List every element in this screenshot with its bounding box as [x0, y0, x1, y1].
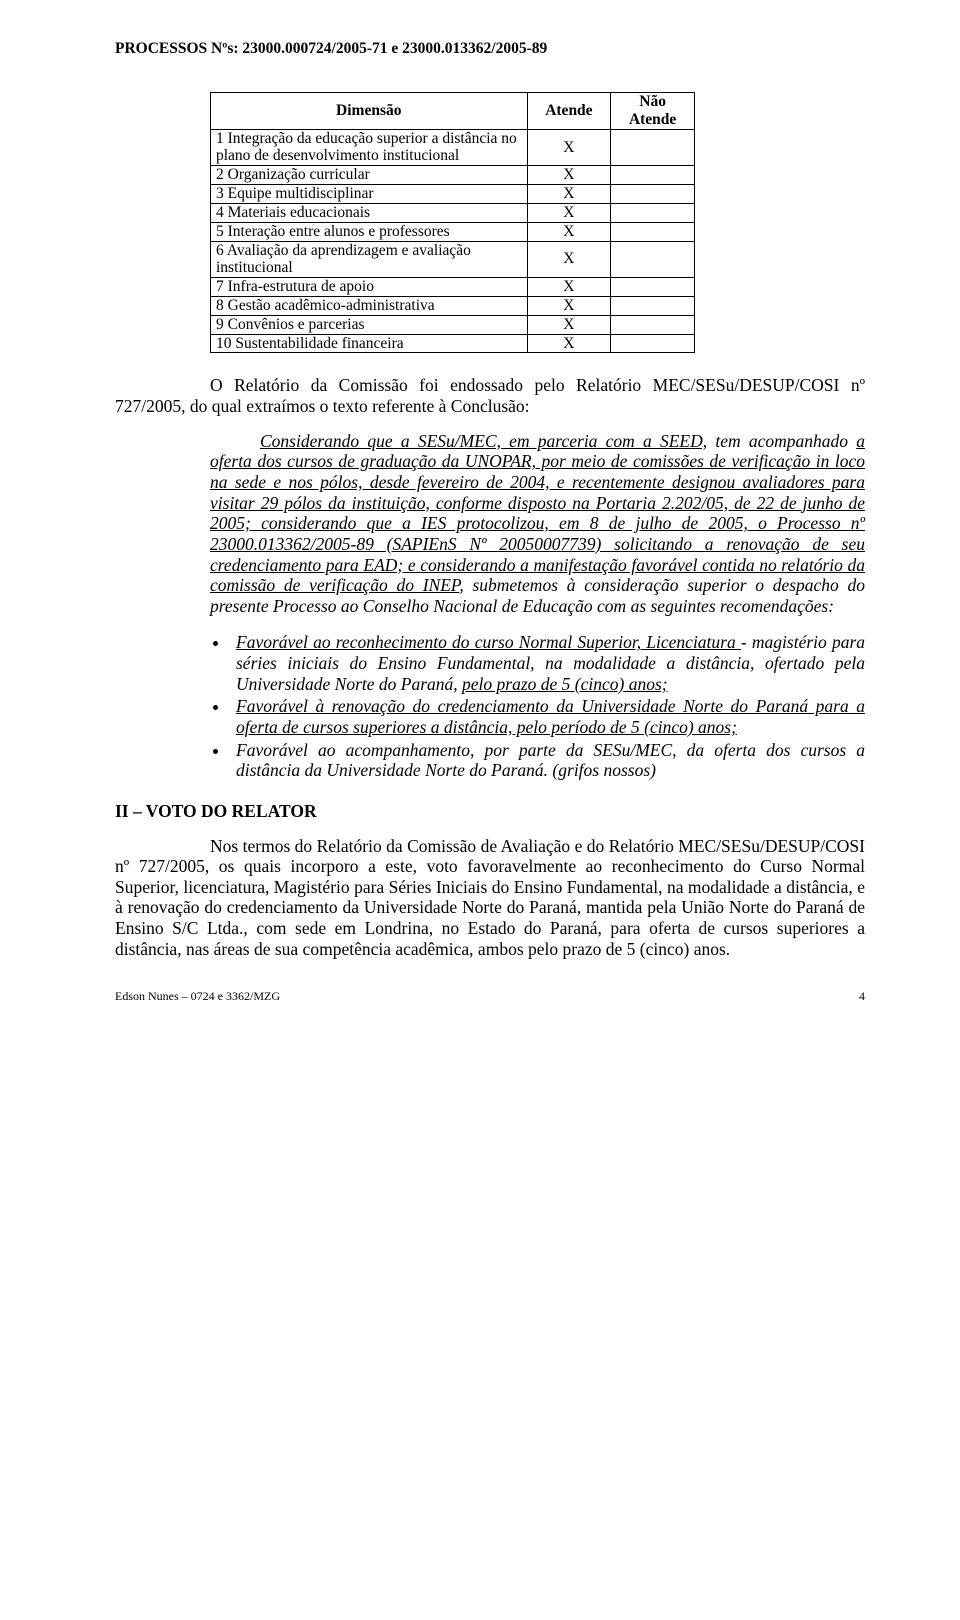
- row-nao: [611, 334, 695, 353]
- bullet-2: Favorável à renovação do credenciamento …: [230, 696, 865, 737]
- col-atende: Atende: [527, 93, 611, 130]
- row-label: 5 Interação entre alunos e professores: [211, 222, 528, 241]
- row-atende: X: [527, 203, 611, 222]
- row-label: 6 Avaliação da aprendizagem e avaliação …: [211, 241, 528, 278]
- bullet-2-u1: Favorável à renovação do credenciamento …: [236, 696, 865, 737]
- row-nao: [611, 166, 695, 185]
- col-nao-atende: Não Atende: [611, 93, 695, 130]
- footer-left: Edson Nunes – 0724 e 3362/MZG: [115, 989, 280, 1004]
- row-atende: X: [527, 241, 611, 278]
- col-dimension: Dimensão: [211, 93, 528, 130]
- row-nao: [611, 315, 695, 334]
- row-nao: [611, 241, 695, 278]
- row-atende: X: [527, 315, 611, 334]
- paragraph-intro: O Relatório da Comissão foi endossado pe…: [115, 375, 865, 416]
- bullet-1-u2: pelo prazo de 5 (cinco) anos;: [462, 674, 668, 694]
- row-nao: [611, 222, 695, 241]
- row-label: 4 Materiais educacionais: [211, 203, 528, 222]
- recommendations-list: Favorável ao reconhecimento do curso Nor…: [230, 632, 865, 780]
- dimension-table: Dimensão Atende Não Atende 1 Integração …: [210, 92, 695, 353]
- quote-block: Considerando que a SESu/MEC, em parceria…: [210, 431, 865, 617]
- row-atende: X: [527, 166, 611, 185]
- row-label: 10 Sustentabilidade financeira: [211, 334, 528, 353]
- row-label: 9 Convênios e parcerias: [211, 315, 528, 334]
- row-atende: X: [527, 129, 611, 166]
- page-footer: Edson Nunes – 0724 e 3362/MZG 4: [115, 989, 865, 1004]
- row-nao: [611, 296, 695, 315]
- row-label: 3 Equipe multidisciplinar: [211, 185, 528, 204]
- quote-underlined-1: Considerando que a SESu/MEC, em parceria…: [260, 431, 707, 451]
- section-voto-title: II – VOTO DO RELATOR: [115, 801, 865, 822]
- row-atende: X: [527, 185, 611, 204]
- quote-underlined-2: a oferta dos cursos de graduação da UNOP…: [210, 431, 865, 595]
- row-atende: X: [527, 296, 611, 315]
- bullet-1-u1: Favorável ao reconhecimento do curso Nor…: [236, 632, 741, 652]
- row-nao: [611, 203, 695, 222]
- row-nao: [611, 278, 695, 297]
- row-nao: [611, 129, 695, 166]
- row-label: 7 Infra-estrutura de apoio: [211, 278, 528, 297]
- row-atende: X: [527, 278, 611, 297]
- paragraph-voto: Nos termos do Relatório da Comissão de A…: [115, 836, 865, 960]
- row-nao: [611, 185, 695, 204]
- row-label: 1 Integração da educação superior a dist…: [211, 129, 528, 166]
- processo-header: PROCESSOS Nºs: 23000.000724/2005-71 e 23…: [115, 40, 865, 58]
- bullet-3: Favorável ao acompanhamento, por parte d…: [230, 740, 865, 781]
- bullet-1: Favorável ao reconhecimento do curso Nor…: [230, 632, 865, 694]
- row-label: 8 Gestão acadêmico-administrativa: [211, 296, 528, 315]
- quote-tail-1: tem acompanhado: [707, 431, 856, 451]
- row-atende: X: [527, 222, 611, 241]
- row-atende: X: [527, 334, 611, 353]
- page-number: 4: [859, 989, 865, 1004]
- row-label: 2 Organização curricular: [211, 166, 528, 185]
